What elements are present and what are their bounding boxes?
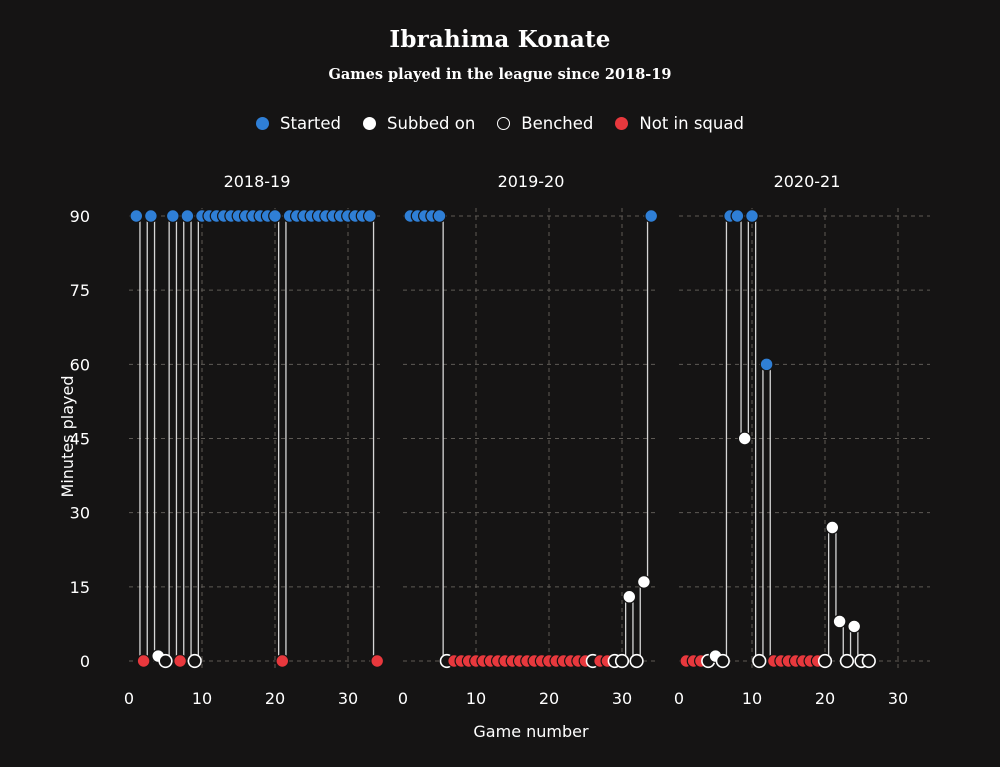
y-tick-label: 60 bbox=[70, 355, 90, 374]
point-subbed bbox=[637, 574, 651, 589]
legend-swatch-not-in-squad bbox=[615, 117, 629, 130]
chart-title: Ibrahima Konate bbox=[389, 26, 611, 53]
x-tick-label: 20 bbox=[539, 689, 559, 708]
point-started bbox=[745, 209, 759, 223]
legend-label-subbed-on: Subbed on bbox=[386, 114, 476, 133]
season-label-2018-19: 2018-19 bbox=[224, 172, 291, 191]
x-tick-label: 20 bbox=[815, 689, 835, 708]
x-axis-label: Game number bbox=[473, 722, 589, 741]
y-tick-label: 15 bbox=[70, 578, 90, 597]
point-benched bbox=[187, 653, 202, 669]
legend-item-subbed-on: Subbed on bbox=[362, 114, 476, 133]
point-started bbox=[432, 209, 447, 223]
point-benched bbox=[614, 653, 630, 669]
x-tick-label: 0 bbox=[674, 689, 684, 708]
point-notinsquad bbox=[173, 654, 188, 668]
x-tick-label: 30 bbox=[888, 689, 908, 708]
point-started bbox=[129, 209, 144, 223]
legend-label-not-in-squad: Not in squad bbox=[639, 114, 744, 133]
legend-label-benched: Benched bbox=[521, 114, 594, 133]
point-benched bbox=[715, 653, 730, 669]
point-benched bbox=[861, 653, 876, 669]
point-started bbox=[165, 209, 180, 223]
legend-swatch-started bbox=[256, 117, 270, 130]
y-tick-label: 45 bbox=[70, 430, 90, 449]
x-tick-label: 30 bbox=[612, 689, 632, 708]
point-subbed bbox=[847, 619, 862, 634]
y-axis-label: Minutes played bbox=[58, 376, 77, 498]
y-tick-label: 90 bbox=[70, 207, 90, 226]
legend-label-started: Started bbox=[280, 114, 341, 133]
legend-swatch-subbed-on bbox=[362, 117, 376, 130]
x-tick-label: 10 bbox=[192, 689, 212, 708]
x-tick-label: 0 bbox=[398, 689, 408, 708]
point-started bbox=[730, 209, 745, 223]
x-tick-label: 20 bbox=[265, 689, 285, 708]
legend-swatch-benched bbox=[497, 117, 511, 130]
y-tick-label: 0 bbox=[80, 652, 90, 671]
y-tick-label: 75 bbox=[70, 281, 90, 300]
point-notinsquad bbox=[370, 654, 385, 668]
x-tick-label: 10 bbox=[742, 689, 762, 708]
point-started bbox=[143, 209, 158, 223]
x-tick-label: 0 bbox=[124, 689, 134, 708]
point-started bbox=[268, 209, 282, 223]
point-benched bbox=[839, 653, 855, 669]
point-started bbox=[644, 209, 659, 223]
point-benched bbox=[752, 653, 767, 669]
point-benched bbox=[817, 653, 833, 669]
point-notinsquad bbox=[275, 654, 290, 668]
point-subbed bbox=[825, 520, 840, 535]
point-subbed bbox=[832, 614, 847, 629]
legend-item-started: Started bbox=[256, 114, 341, 133]
season-label-2020-21: 2020-21 bbox=[774, 172, 841, 191]
point-subbed bbox=[737, 431, 752, 446]
legend: Started Subbed on Benched Not in squad bbox=[0, 114, 1000, 133]
legend-item-not-in-squad: Not in squad bbox=[615, 114, 744, 133]
point-benched bbox=[158, 653, 173, 669]
point-notinsquad bbox=[136, 654, 151, 668]
x-tick-label: 10 bbox=[466, 689, 486, 708]
season-label-2019-20: 2019-20 bbox=[498, 172, 565, 191]
point-benched bbox=[629, 653, 644, 669]
y-tick-label: 30 bbox=[70, 504, 90, 523]
chart-subtitle: Games played in the league since 2018-19 bbox=[328, 66, 672, 83]
x-tick-label: 30 bbox=[338, 689, 358, 708]
point-subbed bbox=[622, 589, 637, 604]
point-started bbox=[180, 209, 195, 223]
legend-item-benched: Benched bbox=[497, 114, 593, 133]
point-started bbox=[363, 209, 377, 223]
point-started bbox=[759, 357, 774, 372]
